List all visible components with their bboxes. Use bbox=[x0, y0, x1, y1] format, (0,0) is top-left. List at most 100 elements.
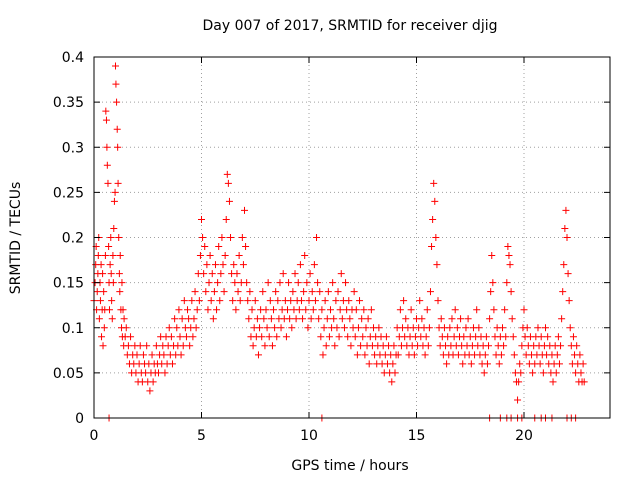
data-point bbox=[177, 351, 185, 359]
data-point bbox=[261, 342, 269, 350]
data-point bbox=[205, 279, 213, 287]
data-point bbox=[302, 306, 310, 314]
data-point bbox=[564, 270, 572, 278]
data-point bbox=[287, 297, 295, 305]
data-point bbox=[118, 279, 126, 287]
data-point bbox=[260, 315, 268, 323]
data-point bbox=[517, 369, 525, 377]
data-point bbox=[561, 224, 569, 232]
y-tick-label: 0.25 bbox=[53, 185, 84, 201]
data-point bbox=[555, 360, 563, 368]
data-point bbox=[502, 333, 510, 341]
data-point bbox=[331, 342, 339, 350]
data-point bbox=[340, 324, 348, 332]
data-point bbox=[107, 234, 115, 241]
data-point bbox=[360, 306, 368, 314]
data-point bbox=[430, 179, 438, 187]
data-point bbox=[336, 306, 344, 314]
data-point bbox=[520, 306, 528, 314]
data-point bbox=[320, 324, 328, 332]
data-point bbox=[305, 297, 313, 305]
data-point bbox=[259, 288, 267, 296]
data-point bbox=[241, 206, 248, 214]
data-point bbox=[569, 333, 577, 341]
data-point bbox=[222, 215, 230, 223]
data-point bbox=[106, 261, 114, 269]
data-point bbox=[508, 315, 516, 323]
data-point bbox=[557, 342, 565, 350]
data-point bbox=[284, 306, 291, 314]
data-point bbox=[523, 324, 531, 332]
data-point bbox=[263, 324, 271, 332]
data-point bbox=[273, 333, 281, 341]
x-axis-label: GPS time / hours bbox=[291, 458, 408, 474]
data-point bbox=[559, 288, 567, 296]
data-point bbox=[262, 306, 270, 314]
data-point bbox=[175, 306, 183, 314]
x-tick-label: 15 bbox=[408, 428, 426, 444]
data-point bbox=[462, 324, 470, 332]
data-point bbox=[434, 297, 442, 305]
y-tick-label: 0.15 bbox=[53, 276, 84, 292]
data-point bbox=[350, 288, 358, 296]
data-point bbox=[316, 288, 324, 296]
data-point bbox=[215, 243, 223, 251]
data-point bbox=[418, 315, 426, 323]
data-point bbox=[286, 315, 294, 323]
data-point bbox=[136, 342, 144, 350]
data-point bbox=[388, 378, 396, 386]
y-tick-label: 0.3 bbox=[62, 140, 84, 156]
data-point bbox=[195, 297, 203, 305]
data-point bbox=[289, 288, 297, 296]
data-point bbox=[460, 333, 468, 341]
data-point bbox=[264, 279, 272, 287]
data-point bbox=[202, 288, 210, 296]
data-point bbox=[529, 369, 537, 377]
data-point bbox=[364, 315, 372, 323]
data-point bbox=[99, 342, 107, 350]
data-point bbox=[225, 197, 233, 205]
data-point bbox=[542, 324, 549, 332]
data-point bbox=[338, 315, 346, 323]
data-point bbox=[101, 252, 109, 260]
data-point bbox=[265, 333, 273, 341]
data-point bbox=[562, 206, 570, 214]
data-point bbox=[100, 324, 108, 332]
data-point bbox=[333, 324, 341, 332]
data-point bbox=[254, 351, 262, 359]
data-point bbox=[367, 306, 375, 314]
data-point bbox=[510, 351, 518, 359]
data-point bbox=[214, 279, 222, 287]
data-point bbox=[327, 306, 334, 314]
data-point bbox=[116, 288, 124, 296]
data-point bbox=[389, 360, 397, 368]
data-point bbox=[318, 306, 326, 314]
data-point bbox=[107, 270, 115, 278]
data-point bbox=[317, 333, 325, 341]
data-point bbox=[116, 252, 124, 260]
data-point bbox=[362, 324, 370, 332]
data-point bbox=[208, 270, 216, 278]
data-point bbox=[457, 315, 465, 323]
data-point bbox=[365, 360, 373, 368]
data-points bbox=[90, 62, 588, 422]
data-point bbox=[490, 306, 498, 314]
data-point bbox=[103, 161, 111, 169]
data-point bbox=[139, 351, 147, 359]
data-point bbox=[146, 387, 154, 395]
data-point bbox=[553, 351, 561, 359]
data-point bbox=[112, 80, 120, 88]
data-point bbox=[323, 315, 331, 323]
data-point bbox=[396, 306, 404, 314]
data-point bbox=[274, 297, 282, 305]
data-point bbox=[507, 288, 515, 296]
data-point bbox=[173, 324, 181, 332]
data-point bbox=[114, 179, 122, 187]
data-point bbox=[115, 270, 123, 278]
data-point bbox=[297, 297, 305, 305]
data-point bbox=[487, 288, 495, 296]
data-point bbox=[217, 270, 225, 278]
data-point bbox=[184, 306, 192, 314]
data-point bbox=[410, 351, 418, 359]
data-point bbox=[563, 234, 571, 241]
